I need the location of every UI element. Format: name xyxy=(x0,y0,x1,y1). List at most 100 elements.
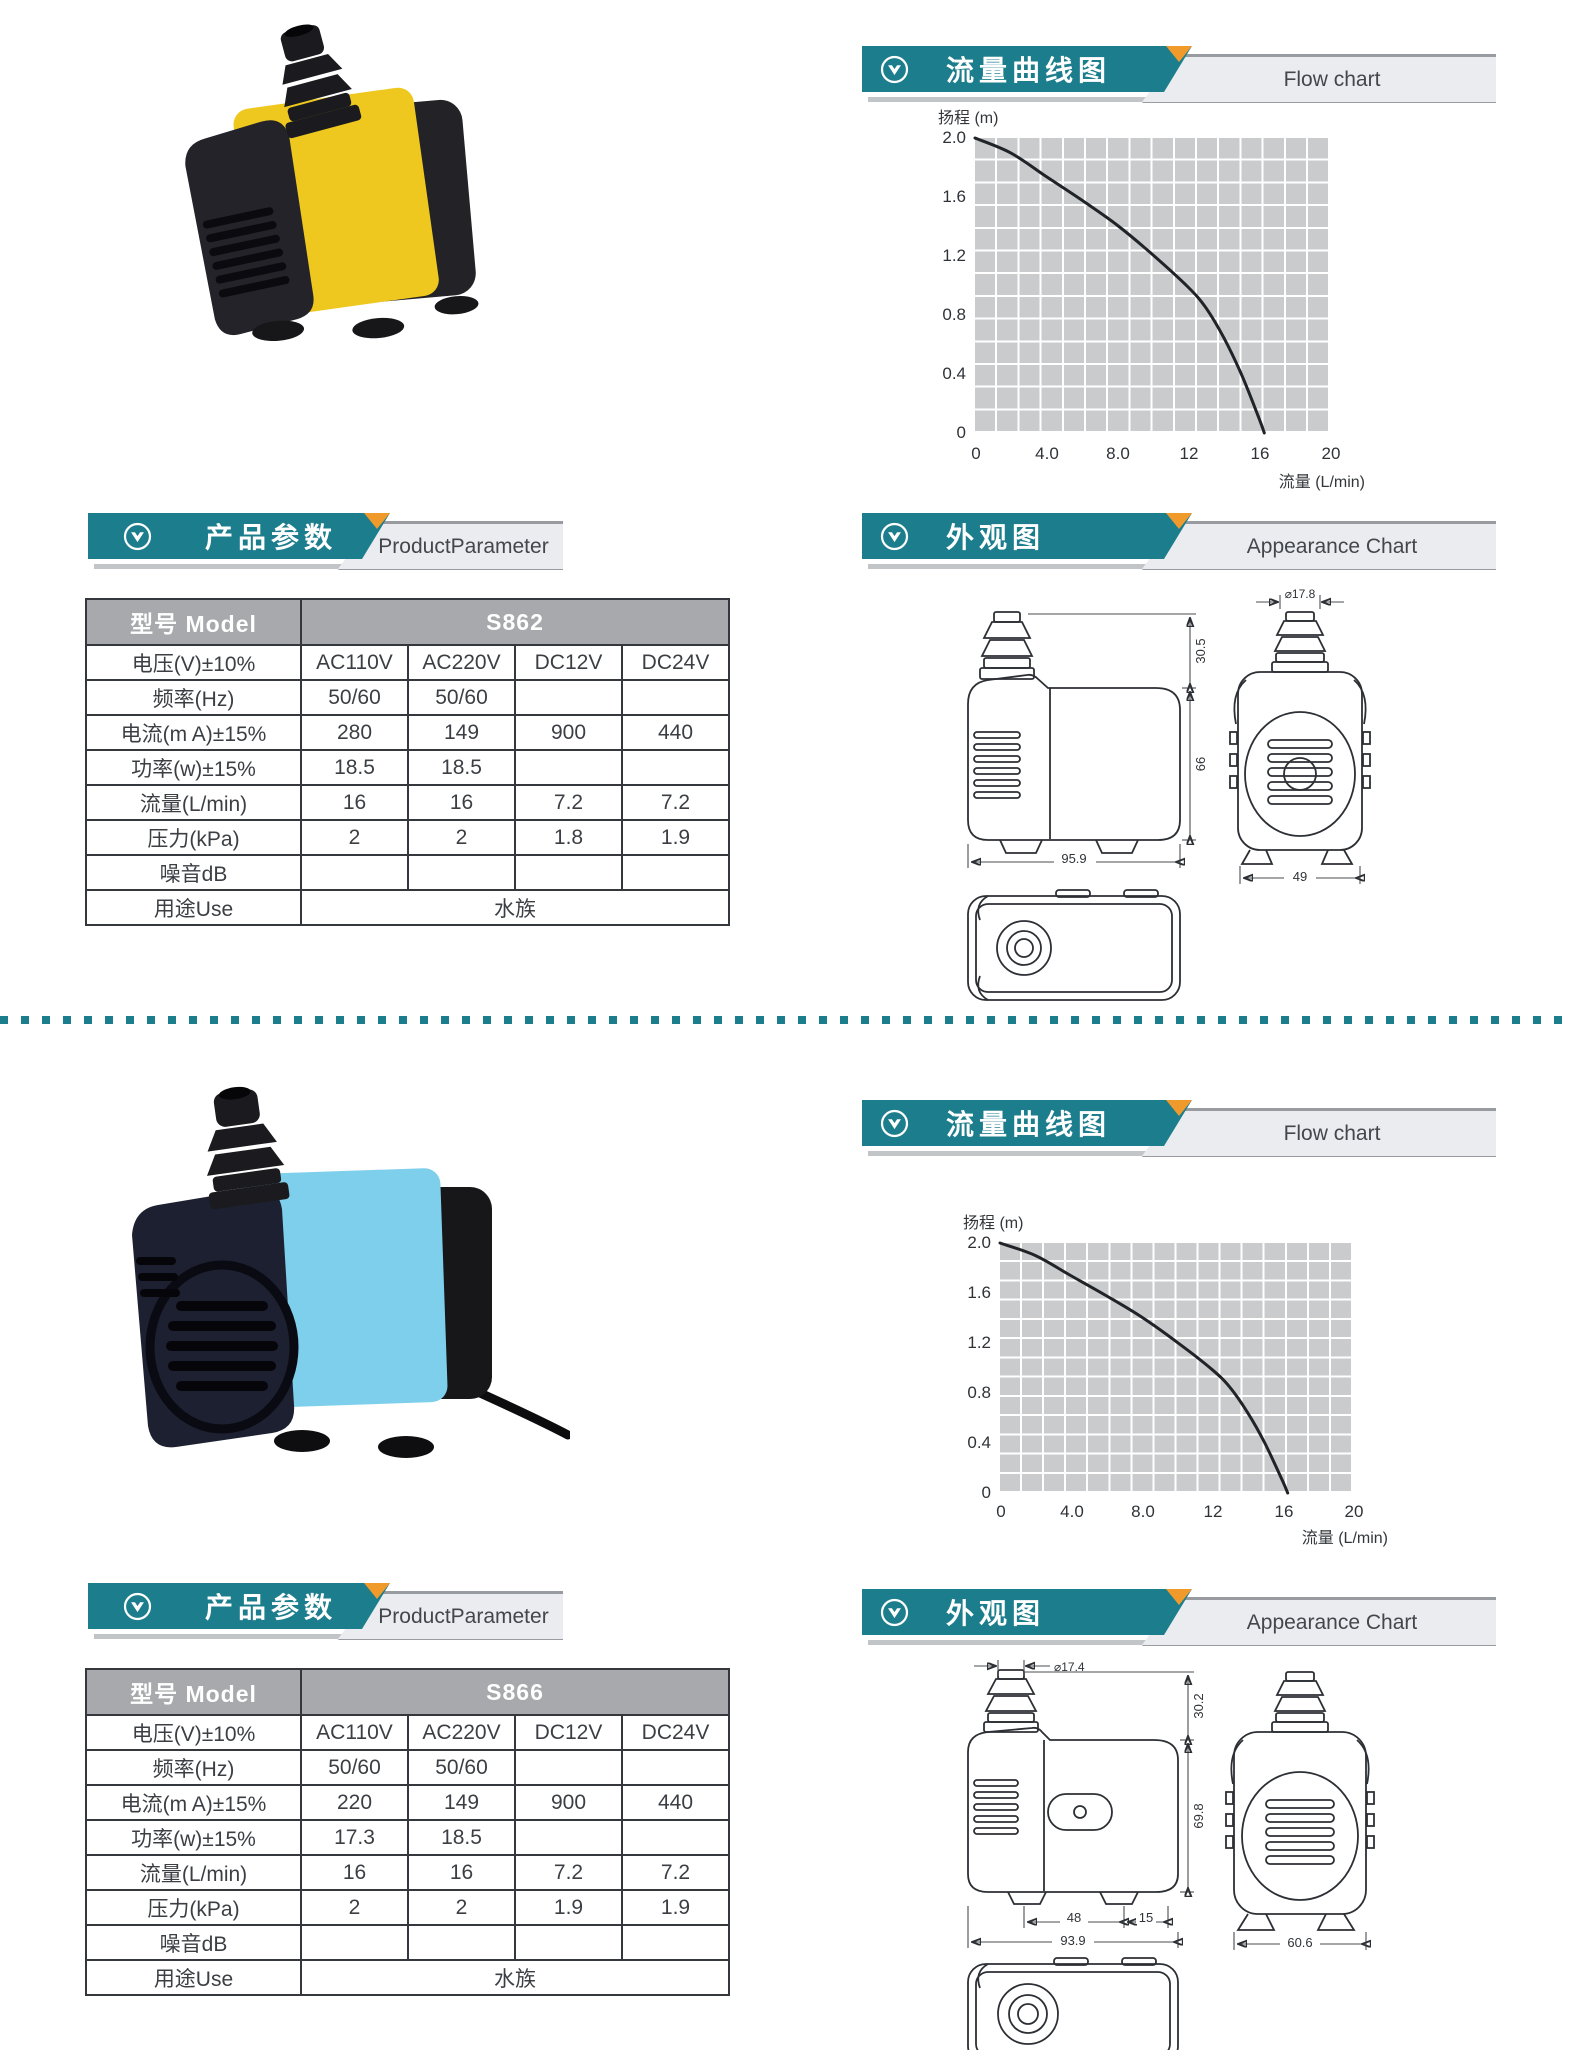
param-label: 电流(m A)±15% xyxy=(85,714,302,751)
y-tick: 0 xyxy=(981,1483,991,1502)
chevron-down-circle-icon xyxy=(122,521,153,552)
banner-subtitle: Flow chart xyxy=(1283,1121,1381,1145)
banner-shadow xyxy=(868,97,1148,102)
param-value: DC12V xyxy=(514,1714,623,1751)
param-value xyxy=(300,854,409,891)
param-label: 频率(Hz) xyxy=(85,679,302,716)
param-label: 流量(L/min) xyxy=(85,1854,302,1891)
param-label: 流量(L/min) xyxy=(85,784,302,821)
param-label: 功率(w)±15% xyxy=(85,749,302,786)
side-view-dimensions: 30.5 66 95.9 xyxy=(967,613,1208,868)
svg-text:30.2: 30.2 xyxy=(1191,1693,1206,1718)
table-row: 电流(m A)±15% 280 149 900 440 xyxy=(85,714,731,751)
chart-plot-area xyxy=(998,1241,1353,1495)
y-tick: 0.4 xyxy=(967,1433,991,1452)
param-value: 17.3 xyxy=(300,1819,409,1856)
param-value: 18.5 xyxy=(407,1819,516,1856)
appearance-drawing-s866: ⌀17.4 30.2 69.8 48 15 xyxy=(928,1652,1408,2050)
param-value: 18.5 xyxy=(300,749,409,786)
side-view xyxy=(967,1669,1179,1905)
y-tick: 1.6 xyxy=(942,187,966,206)
model-value-cell: S866 xyxy=(299,1668,731,1716)
param-value: 50/60 xyxy=(407,1749,516,1786)
param-value: 16 xyxy=(407,784,516,821)
param-value: AC110V xyxy=(300,644,409,681)
param-value: 水族 xyxy=(299,889,731,926)
param-value: 2 xyxy=(300,819,409,856)
banner-teal: 产品参数 xyxy=(88,1583,390,1629)
banner-teal: 外观图 xyxy=(862,513,1192,559)
table-row-use: 用途Use 水族 xyxy=(85,889,731,926)
model-label-cell: 型号 Model xyxy=(85,598,302,646)
param-value xyxy=(620,1749,731,1786)
param-value: 2 xyxy=(407,819,516,856)
banner-flow-chart: Flow chart 流量曲线图 xyxy=(862,1100,1496,1172)
table-row: 噪音dB xyxy=(85,1924,731,1961)
front-view-dimensions: 60.6 xyxy=(1233,1932,1366,1950)
param-value: 900 xyxy=(514,1784,623,1821)
y-tick: 2.0 xyxy=(967,1233,991,1252)
param-label: 频率(Hz) xyxy=(85,1749,302,1786)
x-axis-label: 流量 (L/min) xyxy=(1301,1530,1388,1547)
x-tick: 0 xyxy=(996,1502,1006,1521)
chevron-down-circle-icon xyxy=(879,1108,910,1139)
param-label: 用途Use xyxy=(85,1959,302,1996)
orange-corner-accent xyxy=(1166,1100,1192,1116)
y-tick: 2.0 xyxy=(942,128,966,147)
banner-shadow xyxy=(94,1634,344,1639)
banner-shadow xyxy=(868,1151,1148,1156)
x-tick: 8.0 xyxy=(1131,1502,1155,1521)
banner-title: 产品参数 xyxy=(205,1592,338,1623)
banner-title: 外观图 xyxy=(946,1598,1046,1629)
table-row: 流量(L/min) 16 16 7.2 7.2 xyxy=(85,1854,731,1891)
orange-corner-accent xyxy=(1166,513,1192,529)
table-header-row: 型号 Model S866 xyxy=(85,1668,731,1716)
banner-teal: 产品参数 xyxy=(88,513,390,559)
banner-teal: 流量曲线图 xyxy=(862,1100,1192,1146)
param-value: 149 xyxy=(407,1784,516,1821)
param-value: 16 xyxy=(300,784,409,821)
x-tick: 8.0 xyxy=(1106,444,1130,463)
banner-shadow xyxy=(868,564,1148,569)
table-row: 频率(Hz) 50/60 50/60 xyxy=(85,679,731,716)
appearance-drawing-s862: 30.5 66 95.9 xyxy=(928,582,1408,1014)
product-photo-blue-pump xyxy=(70,1075,573,1467)
param-value: AC220V xyxy=(407,644,516,681)
table-row: 压力(kPa) 2 2 1.9 1.9 xyxy=(85,1889,731,1926)
param-label: 压力(kPa) xyxy=(85,1889,302,1926)
x-tick: 16 xyxy=(1274,1502,1294,1521)
x-axis-label: 流量 (L/min) xyxy=(1278,474,1365,491)
banner-title: 流量曲线图 xyxy=(946,55,1112,86)
banner-shadow xyxy=(94,564,344,569)
param-value xyxy=(407,1924,516,1961)
param-value: 16 xyxy=(300,1854,409,1891)
pump-head-flow-curve xyxy=(998,1241,1290,1495)
param-value: 18.5 xyxy=(407,749,516,786)
table-row: 电压(V)±10% AC110V AC220V DC12V DC24V xyxy=(85,644,731,681)
y-tick: 1.6 xyxy=(967,1283,991,1302)
param-value: AC110V xyxy=(300,1714,409,1751)
table-header-row: 型号 Model S862 xyxy=(85,598,731,646)
banner-teal: 外观图 xyxy=(862,1589,1192,1635)
table-row: 噪音dB xyxy=(85,854,731,891)
x-tick: 4.0 xyxy=(1060,1502,1084,1521)
ribbon: Appearance Chart xyxy=(1142,524,1496,569)
param-value: DC24V xyxy=(620,644,731,681)
param-value: 1.9 xyxy=(514,1889,623,1926)
banner-subtitle: ProductParameter xyxy=(378,1604,549,1628)
banner-product-parameter: ProductParameter 产品参数 xyxy=(88,513,563,585)
banner-appearance-chart: Appearance Chart 外观图 xyxy=(862,1589,1496,1661)
svg-text:⌀17.8: ⌀17.8 xyxy=(1285,587,1316,601)
param-value: 水族 xyxy=(299,1959,731,1996)
param-label: 噪音dB xyxy=(85,854,302,891)
orange-corner-accent xyxy=(364,1583,390,1599)
param-value: DC24V xyxy=(620,1714,731,1751)
param-value: 280 xyxy=(300,714,409,751)
pump-head-flow-curve xyxy=(973,136,1266,435)
param-value xyxy=(620,749,731,786)
orange-corner-accent xyxy=(364,513,390,529)
svg-text:49: 49 xyxy=(1293,869,1307,884)
param-value xyxy=(514,1819,623,1856)
side-view-dimensions: ⌀17.4 30.2 69.8 48 15 xyxy=(967,1660,1206,1948)
x-tick: 20 xyxy=(1344,1502,1364,1521)
